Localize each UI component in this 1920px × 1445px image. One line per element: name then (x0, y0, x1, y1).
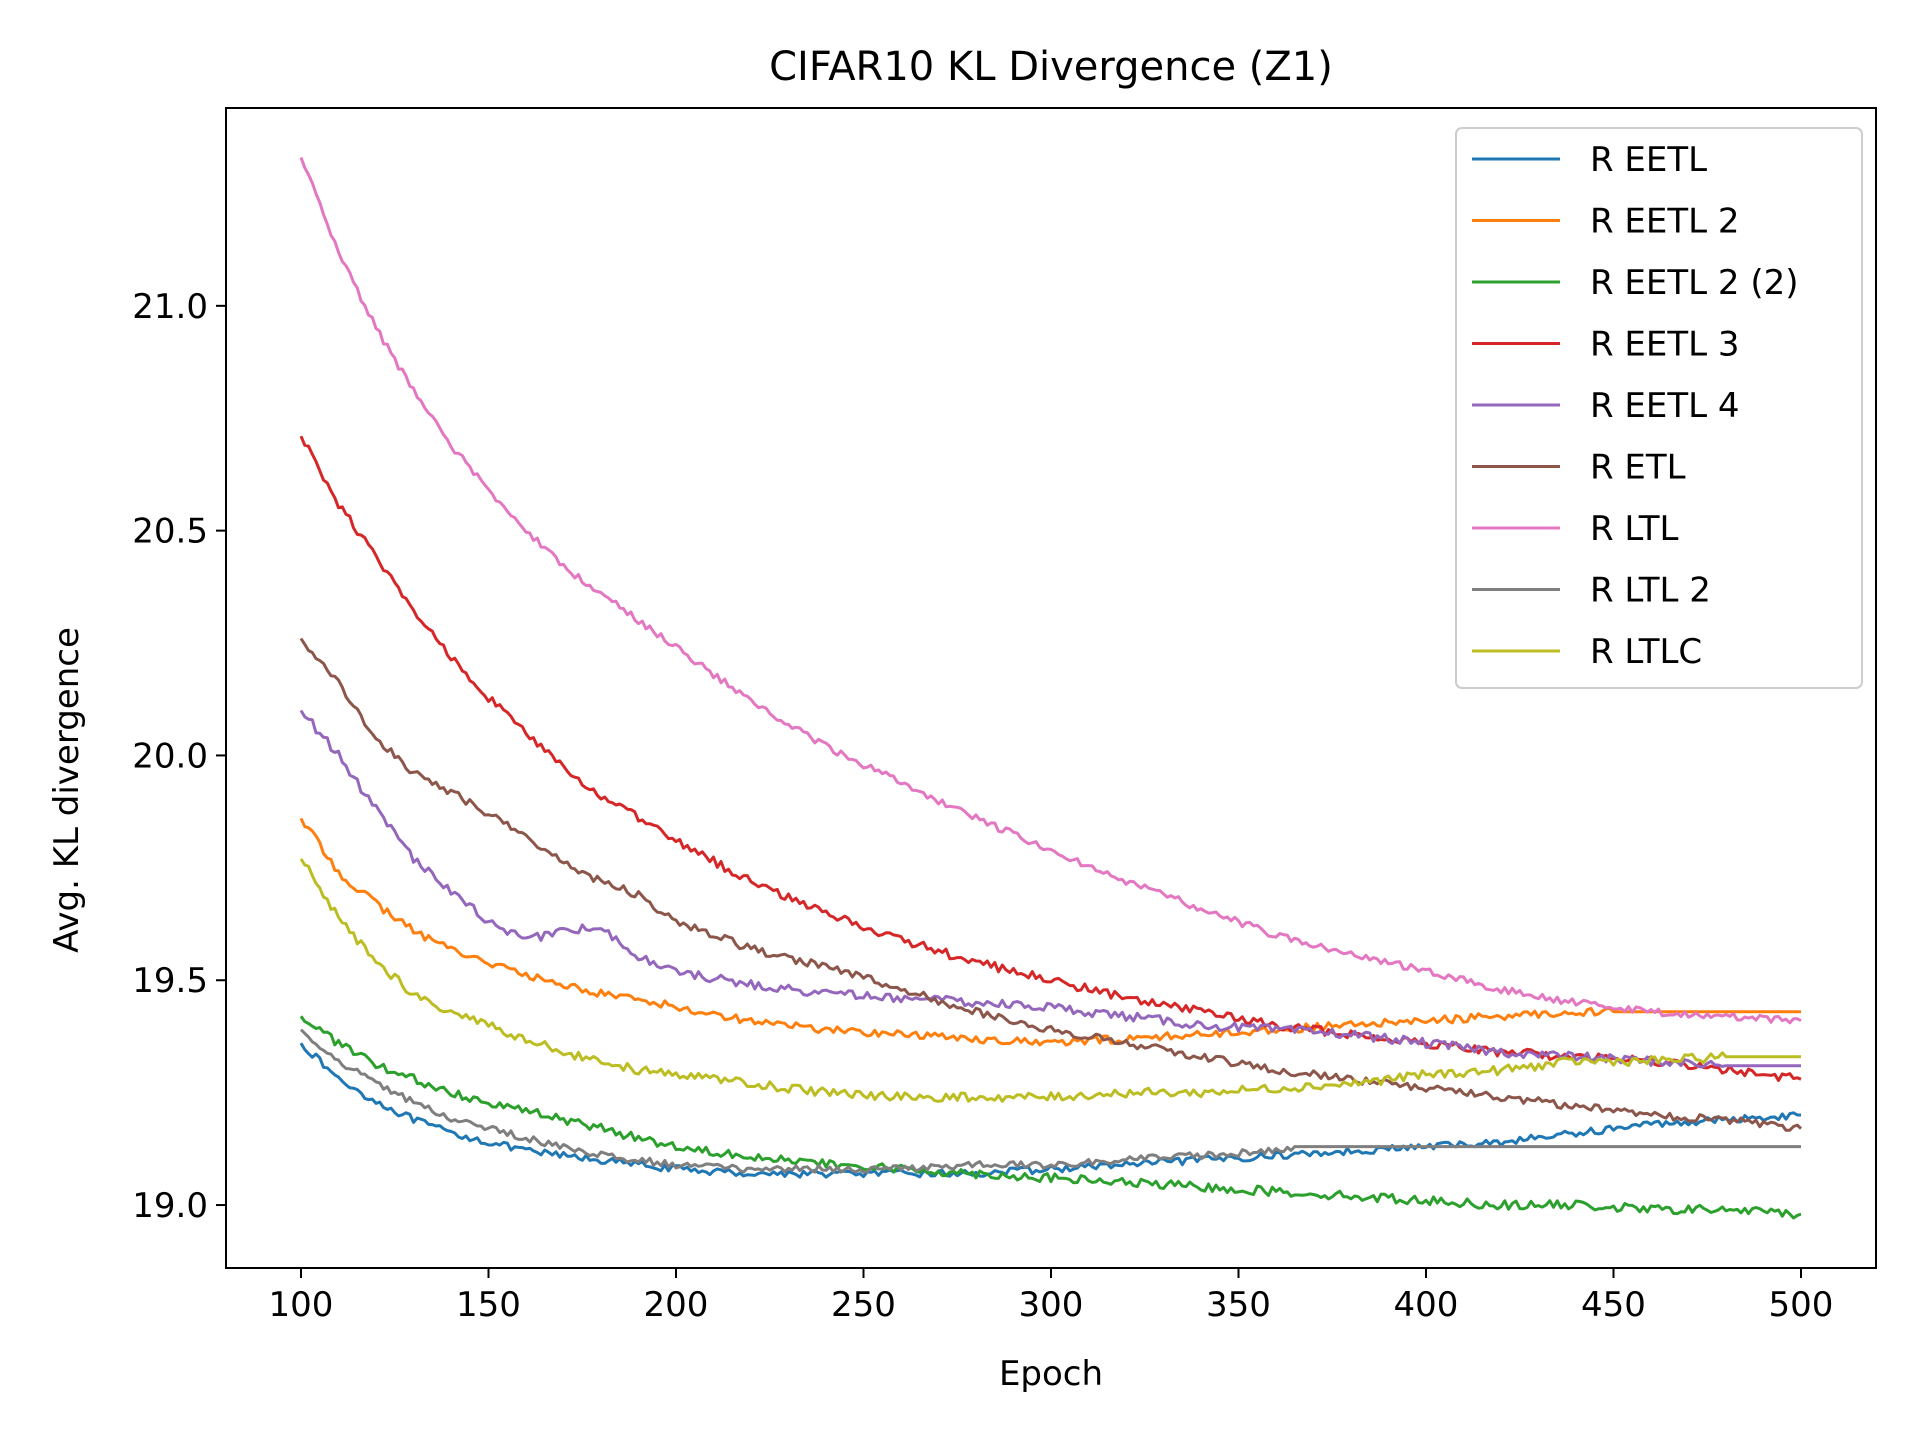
y-tick-label: 19.5 (132, 961, 208, 1001)
y-tick-label: 21.0 (132, 287, 208, 327)
legend-label: R EETL 4 (1590, 386, 1740, 426)
series-line-7 (299, 156, 1802, 1025)
legend-label: R EETL 3 (1590, 325, 1740, 365)
series-layer (299, 156, 1803, 1220)
series-line-5 (299, 709, 1801, 1069)
series-line-8 (299, 1028, 1801, 1174)
ticks-layer: 100 150 200 250 300 350 400 450 500 19.0 19.5 20.0 2… (132, 287, 1833, 1325)
y-tick-label: 19.0 (132, 1186, 208, 1226)
x-tick-label: 350 (1206, 1285, 1271, 1325)
x-tick-label: 100 (269, 1285, 334, 1325)
y-tick-label: 20.0 (132, 736, 208, 776)
x-tick-label: 400 (1394, 1285, 1459, 1325)
series-line-4 (299, 435, 1802, 1082)
legend-label: R LTLC (1590, 632, 1702, 672)
x-tick-label: 250 (831, 1285, 896, 1325)
legend-label: R ETL (1590, 448, 1686, 488)
legend-label: R EETL 2 (1590, 202, 1740, 242)
x-tick-label: 200 (644, 1285, 709, 1325)
legend-label: R EETL (1590, 140, 1707, 180)
legend: R EETL R EETL 2 R EETL 2 (2) R EETL 3 R EETL… (1455, 127, 1863, 689)
series-line-9 (299, 858, 1801, 1103)
y-axis-label: Avg. KL divergence (47, 627, 87, 953)
x-tick-label: 450 (1581, 1285, 1646, 1325)
x-axis-label: Epoch (999, 1354, 1103, 1394)
chart-title: CIFAR10 KL Divergence (Z1) (769, 44, 1333, 90)
x-tick-label: 150 (456, 1285, 521, 1325)
legend-box (1455, 127, 1863, 689)
legend-label: R EETL 2 (2) (1590, 263, 1799, 303)
plot-area-frame (225, 107, 1877, 1269)
series-line-3 (299, 1015, 1802, 1220)
x-tick-label: 500 (1769, 1285, 1834, 1325)
legend-label: R LTL (1590, 509, 1678, 549)
series-line-2 (299, 817, 1801, 1047)
series-line-6 (299, 637, 1803, 1132)
legend-label: R LTL 2 (1590, 571, 1711, 611)
y-tick-label: 20.5 (132, 512, 208, 552)
x-tick-label: 300 (1019, 1285, 1084, 1325)
